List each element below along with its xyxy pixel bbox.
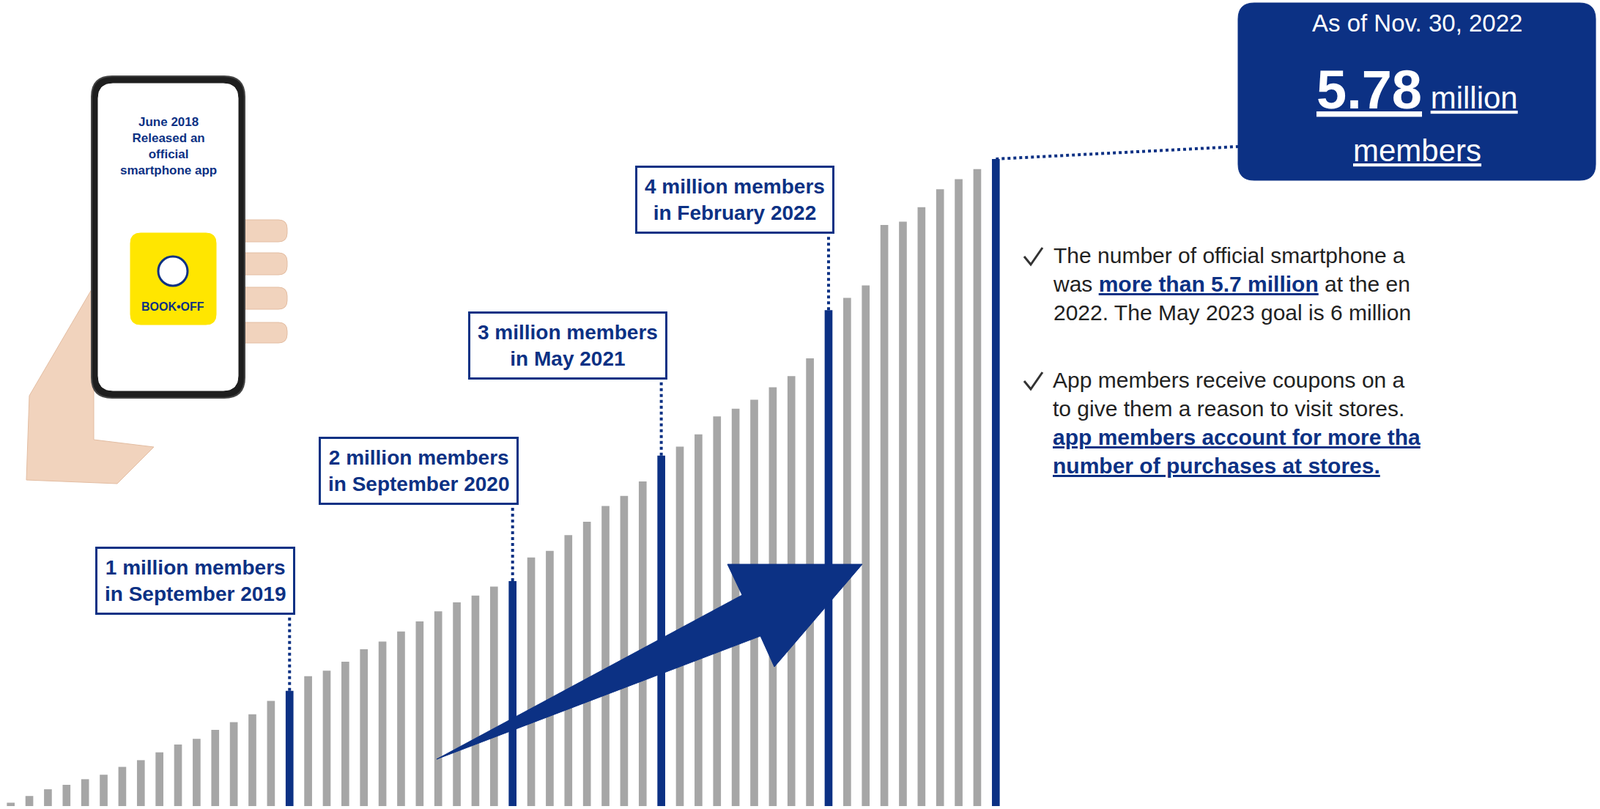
svg-text:2 million membersin September: 2 million membersin September 2020 [328, 446, 510, 496]
svg-text:3 million membersin May 2021: 3 million membersin May 2021 [477, 320, 658, 370]
svg-text:4 million membersin February 2: 4 million membersin February 2022 [644, 175, 825, 225]
svg-text:App members receive coupons on: App members receive coupons on ato give … [1052, 367, 1421, 478]
svg-text:1 million membersin September: 1 million membersin September 2019 [104, 556, 286, 606]
svg-text:June 2018Released anofficialsm: June 2018Released anofficialsmartphone a… [120, 115, 217, 178]
svg-text:The number of official smartph: The number of official smartphone awas m… [1052, 243, 1411, 325]
svg-text:As of Nov. 30, 2022: As of Nov. 30, 2022 [1312, 9, 1523, 37]
svg-text:5.78 million: 5.78 million [1316, 59, 1518, 121]
svg-text:members: members [1353, 133, 1482, 168]
svg-text:BOOK•OFF: BOOK•OFF [141, 300, 205, 313]
